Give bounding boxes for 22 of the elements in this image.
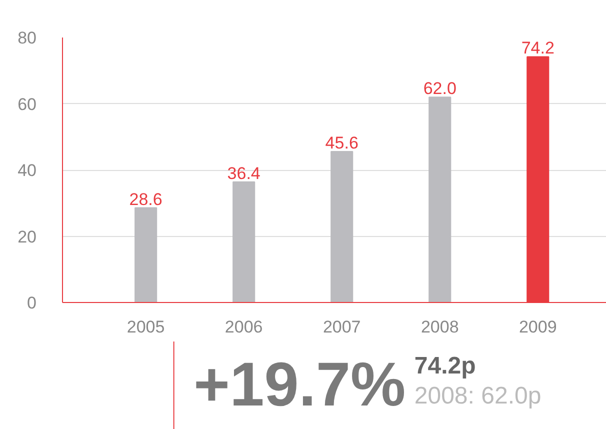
data-label: 45.6: [325, 133, 358, 152]
x-tick-label: 2005: [126, 318, 165, 336]
y-tick-label: 60: [18, 94, 37, 114]
y-tick-label: 80: [18, 28, 37, 48]
data-label: 28.6: [129, 190, 162, 209]
data-label: 62.0: [423, 79, 456, 98]
text: +19.7%: [194, 350, 406, 420]
bar: [232, 181, 256, 302]
bar: [428, 96, 452, 302]
x-tick-label: 2009: [518, 318, 557, 336]
text: 2008: 62.0p: [414, 382, 542, 410]
x-tick-label: 2006: [224, 318, 263, 336]
text: 74.2p: [414, 352, 476, 380]
x-tick-label: 2008: [420, 318, 459, 336]
y-tick-label: 0: [27, 294, 37, 312]
data-label: 36.4: [227, 164, 260, 183]
y-tick-label: 40: [18, 161, 37, 180]
bar: [134, 207, 158, 302]
y-tick-label: 20: [18, 227, 37, 246]
bar: [330, 150, 354, 302]
data-label: 74.2: [521, 38, 554, 58]
x-tick-label: 2007: [322, 318, 361, 336]
